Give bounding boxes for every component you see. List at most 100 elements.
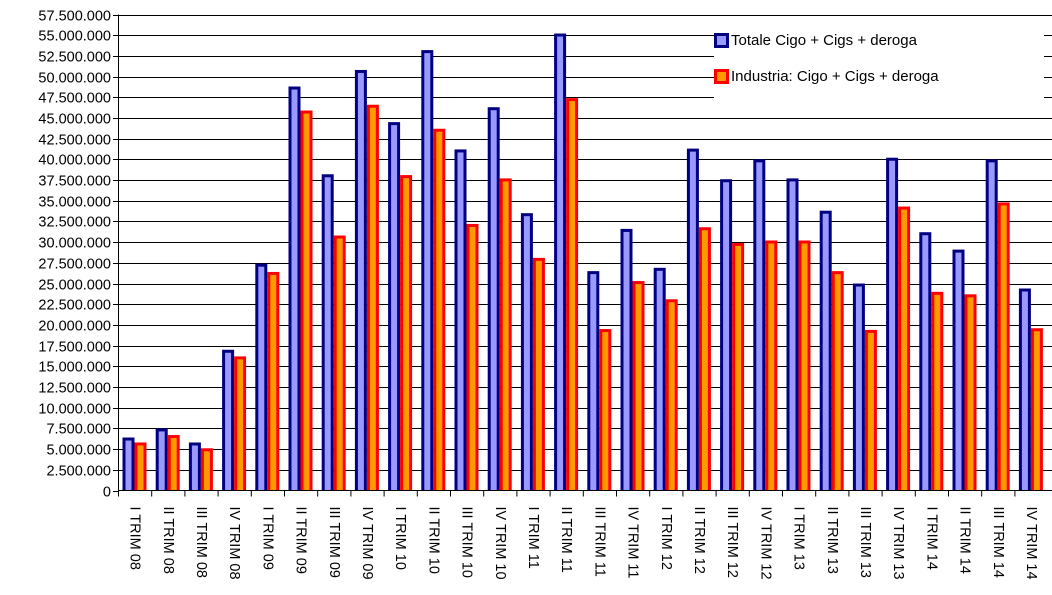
y-tick-label: 42.500.000 — [38, 133, 111, 149]
bar-highlight — [855, 286, 862, 491]
bar-highlight — [391, 125, 398, 491]
bar-highlight — [403, 178, 410, 491]
legend: Totale Cigo + Cigs + deroga Industria: C… — [714, 28, 1044, 98]
legend-item-totale: Totale Cigo + Cigs + deroga — [714, 32, 917, 49]
x-tick-label: III TRIM 11 — [591, 507, 607, 577]
legend-label-totale: Totale Cigo + Cigs + deroga — [731, 32, 917, 49]
bar-highlight — [336, 238, 343, 491]
y-tick-label: 7.500.000 — [46, 422, 111, 438]
bar-highlight — [623, 231, 630, 491]
y-tick-label: 2.500.000 — [46, 464, 111, 480]
bar-highlight — [889, 160, 896, 491]
y-tick-label: 37.500.000 — [38, 174, 111, 190]
bar-highlight — [424, 53, 431, 491]
x-tick-label: II TRIM 13 — [824, 507, 840, 574]
bar-highlight — [901, 209, 908, 491]
bar-highlight — [635, 284, 642, 491]
x-tick-label: IV TRIM 08 — [226, 507, 242, 580]
bar-highlight — [291, 89, 298, 491]
bar-highlight — [569, 101, 576, 491]
x-tick-label: III TRIM 08 — [193, 507, 209, 578]
y-tick-label: 47.500.000 — [38, 91, 111, 107]
x-tick-labels: I TRIM 08 II TRIM 08 III TRIM 08 IV TRIM 08… — [127, 507, 1039, 580]
bar-highlight — [668, 302, 675, 491]
bar-highlight — [922, 235, 929, 491]
x-tick-label: I TRIM 14 — [923, 507, 939, 570]
x-tick-label: IV TRIM 13 — [890, 507, 906, 580]
y-tick-labels: 0 2.500.000 5.000.000 7.500.000 10.000.000 12… — [38, 9, 111, 501]
x-tick-label: IV TRIM 11 — [625, 507, 641, 579]
y-tick-label: 30.000.000 — [38, 236, 111, 252]
bar-highlight — [934, 294, 941, 491]
legend-label-industria: Industria: Cigo + Cigs + deroga — [731, 68, 939, 85]
y-tick-label: 12.500.000 — [38, 381, 111, 397]
bar-highlight — [469, 226, 476, 491]
x-tick-label: IV TRIM 09 — [359, 507, 375, 580]
bar-highlight — [834, 274, 841, 491]
bar-highlight — [270, 274, 277, 491]
bar-highlight — [967, 297, 974, 491]
bar-highlight — [303, 113, 310, 491]
bar-highlight — [502, 181, 509, 491]
bar-highlight — [191, 445, 198, 491]
bar-highlight — [656, 270, 663, 491]
x-tick-label: I TRIM 10 — [392, 507, 408, 570]
x-tick-label: IV TRIM 12 — [757, 507, 773, 580]
bar-highlight — [801, 243, 808, 491]
bar-highlight — [225, 352, 232, 491]
legend-item-industria: Industria: Cigo + Cigs + deroga — [714, 68, 939, 85]
x-tick-label: III TRIM 10 — [459, 507, 475, 578]
x-tick-label: II TRIM 08 — [160, 507, 176, 574]
bar-highlight — [701, 230, 708, 491]
x-tick-label: III TRIM 14 — [990, 507, 1006, 578]
axes — [113, 14, 1052, 497]
legend-swatch-totale — [714, 33, 729, 48]
bar-highlight — [1033, 331, 1040, 491]
bar-highlight — [457, 152, 464, 491]
y-tick-label: 40.000.000 — [38, 153, 111, 169]
y-tick-label: 10.000.000 — [38, 402, 111, 418]
bar-highlight — [170, 438, 177, 491]
y-tick-label: 57.500.000 — [38, 9, 111, 25]
bar-highlight — [203, 451, 210, 491]
bar-highlight — [324, 177, 331, 491]
x-tick-label: I TRIM 08 — [127, 507, 143, 570]
bar-highlight — [955, 252, 962, 491]
x-tick-label: I TRIM 09 — [259, 507, 275, 570]
y-tick-label: 0 — [103, 485, 111, 501]
bar-highlight — [768, 243, 775, 491]
bar-highlight — [590, 274, 597, 491]
bar-highlight — [1000, 205, 1007, 491]
x-tick-label: III TRIM 13 — [857, 507, 873, 578]
x-tick-label: II TRIM 11 — [558, 507, 574, 573]
y-tick-label: 22.500.000 — [38, 298, 111, 314]
y-tick-label: 35.000.000 — [38, 195, 111, 211]
y-tick-label: 27.500.000 — [38, 257, 111, 273]
x-tick-label: II TRIM 12 — [691, 507, 707, 574]
x-tick-label: I TRIM 12 — [658, 507, 674, 570]
bar-highlight — [789, 181, 796, 491]
y-tick-label: 45.000.000 — [38, 112, 111, 128]
bars — [122, 33, 1043, 491]
y-tick-label: 52.500.000 — [38, 50, 111, 66]
bar-highlight — [867, 332, 874, 491]
legend-swatch-industria — [714, 69, 729, 84]
y-tick-label: 5.000.000 — [46, 443, 111, 459]
bar-highlight — [436, 131, 443, 491]
bar-highlight — [535, 260, 542, 491]
bar-highlight — [988, 162, 995, 491]
bar-highlight — [756, 162, 763, 491]
bar-highlight — [158, 431, 165, 491]
bar-highlight — [369, 107, 376, 491]
x-tick-label: III TRIM 09 — [326, 507, 342, 578]
x-tick-label: II TRIM 10 — [425, 507, 441, 574]
bar-highlight — [137, 445, 144, 491]
bar-highlight — [735, 245, 742, 491]
y-tick-label: 17.500.000 — [38, 340, 111, 356]
bar-highlight — [557, 36, 564, 491]
bar-highlight — [490, 110, 497, 491]
y-tick-label: 25.000.000 — [38, 278, 111, 294]
bar-highlight — [689, 151, 696, 491]
bar-highlight — [723, 182, 730, 491]
y-tick-label: 20.000.000 — [38, 319, 111, 335]
